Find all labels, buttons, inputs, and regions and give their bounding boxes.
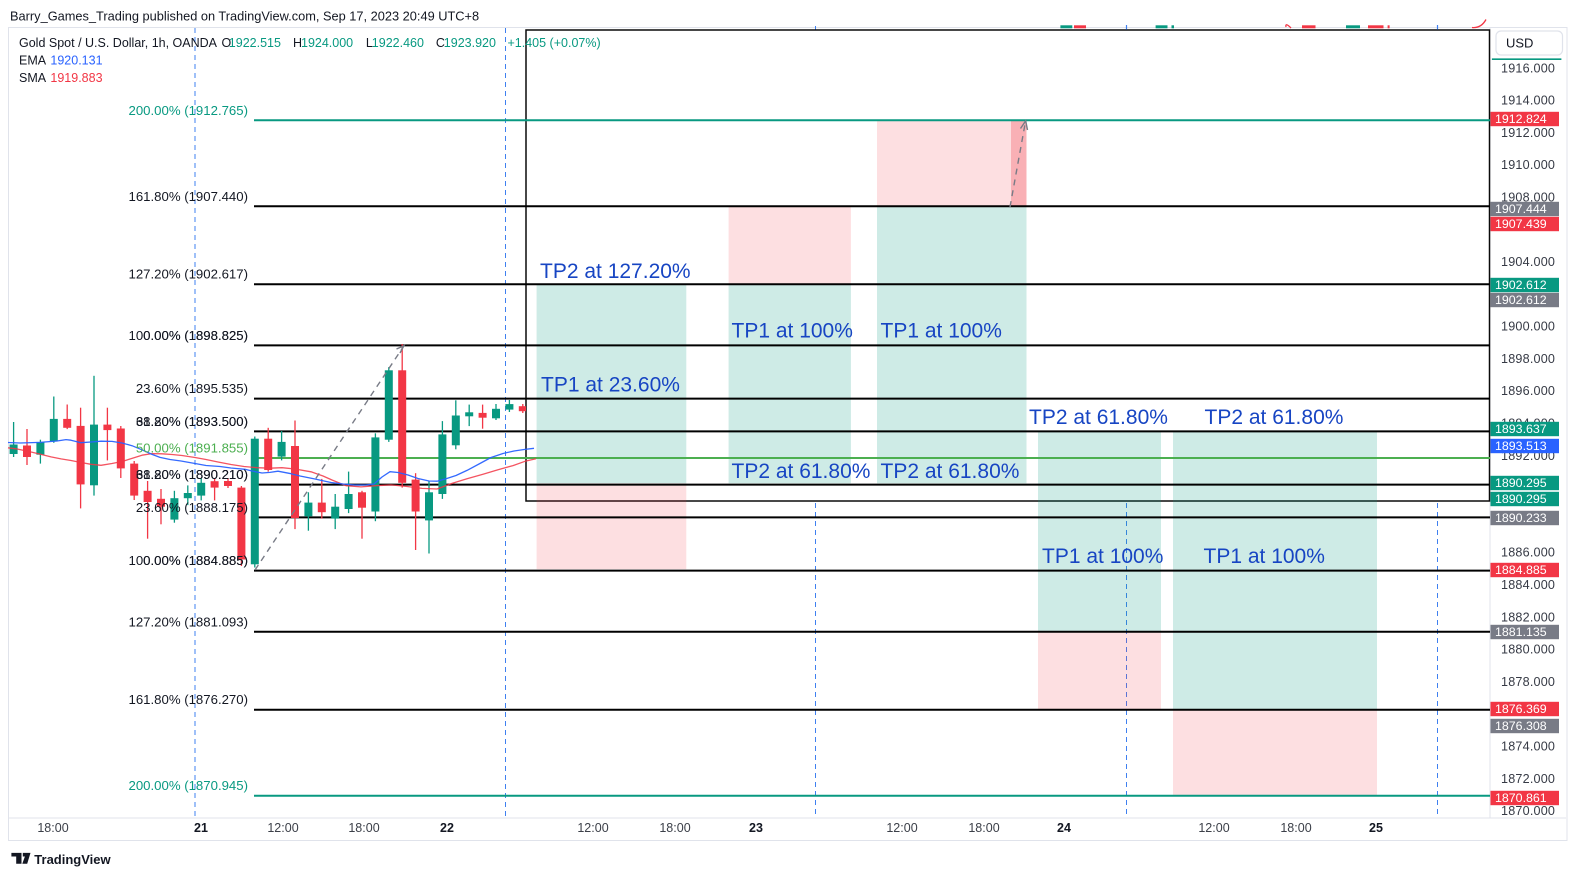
svg-text:1920.131: 1920.131 xyxy=(50,54,102,68)
svg-text:C: C xyxy=(436,36,445,50)
svg-text:1924.000: 1924.000 xyxy=(301,36,353,50)
svg-text:TP2 at 61.80%: TP2 at 61.80% xyxy=(732,460,871,483)
svg-text:1878.000: 1878.000 xyxy=(1501,675,1555,689)
svg-text:TP1 at 23.60%: TP1 at 23.60% xyxy=(541,374,680,397)
svg-text:Barry_Games_Trading published: Barry_Games_Trading published on Trading… xyxy=(10,9,479,24)
svg-text:200.00% (1912.765): 200.00% (1912.765) xyxy=(128,103,248,118)
svg-text:18:00: 18:00 xyxy=(1280,821,1311,835)
svg-text:23.60% (1888.175): 23.60% (1888.175) xyxy=(136,500,248,515)
svg-text:1914.000: 1914.000 xyxy=(1501,94,1555,108)
svg-text:1912.824: 1912.824 xyxy=(1495,112,1547,126)
svg-text:0.00% (1884.885): 0.00% (1884.885) xyxy=(143,553,248,568)
svg-text:1922.515: 1922.515 xyxy=(229,36,281,50)
svg-text:1881.135: 1881.135 xyxy=(1495,625,1547,639)
svg-text:TP2 at 127.20%: TP2 at 127.20% xyxy=(540,260,691,283)
svg-text:TP1 at 100%: TP1 at 100% xyxy=(732,320,853,343)
svg-text:18:00: 18:00 xyxy=(968,821,999,835)
svg-text:50.00% (1891.855): 50.00% (1891.855) xyxy=(136,441,248,456)
svg-text:1882.000: 1882.000 xyxy=(1501,610,1555,624)
svg-text:24: 24 xyxy=(1057,821,1071,835)
svg-text:1876.308: 1876.308 xyxy=(1495,719,1547,733)
svg-text:1902.612: 1902.612 xyxy=(1495,278,1547,292)
svg-text:1884.885: 1884.885 xyxy=(1495,563,1547,577)
svg-text:1870.000: 1870.000 xyxy=(1501,804,1555,818)
svg-text:1890.233: 1890.233 xyxy=(1495,511,1547,525)
svg-text:1890.295: 1890.295 xyxy=(1495,476,1547,490)
svg-text:TP2 at 61.80%: TP2 at 61.80% xyxy=(1029,406,1168,429)
svg-text:L: L xyxy=(366,36,373,50)
svg-text:12:00: 12:00 xyxy=(1198,821,1229,835)
svg-text:0.00% (1898.825): 0.00% (1898.825) xyxy=(143,328,248,343)
svg-text:127.20% (1881.093): 127.20% (1881.093) xyxy=(128,614,248,629)
svg-text:EMA: EMA xyxy=(19,54,47,68)
svg-text:1902.612: 1902.612 xyxy=(1495,293,1547,307)
svg-text:12:00: 12:00 xyxy=(886,821,917,835)
svg-text:1890.295: 1890.295 xyxy=(1495,492,1547,506)
svg-text:1910.000: 1910.000 xyxy=(1501,158,1555,172)
svg-text:SMA: SMA xyxy=(19,71,47,85)
svg-text:18:00: 18:00 xyxy=(348,821,379,835)
svg-text:161.80% (1907.440): 161.80% (1907.440) xyxy=(128,189,248,204)
svg-text:12:00: 12:00 xyxy=(267,821,298,835)
svg-text:O: O xyxy=(222,36,232,50)
svg-text:TP2 at 61.80%: TP2 at 61.80% xyxy=(1205,406,1344,429)
svg-text:100.00% (1898.825): 100.00% (1898.825) xyxy=(128,328,248,343)
svg-text:61.80% (1890.210): 61.80% (1890.210) xyxy=(136,467,248,482)
svg-text:TradingView: TradingView xyxy=(34,852,111,867)
svg-text:25: 25 xyxy=(1369,821,1383,835)
svg-text:H: H xyxy=(293,36,302,50)
svg-text:23: 23 xyxy=(749,821,763,835)
svg-text:TP1 at 100%: TP1 at 100% xyxy=(1204,545,1325,568)
svg-text:161.80% (1876.270): 161.80% (1876.270) xyxy=(128,692,248,707)
svg-text:1870.861: 1870.861 xyxy=(1495,791,1547,805)
svg-text:61.80% (1893.500): 61.80% (1893.500) xyxy=(136,414,248,429)
svg-text:23.60% (1895.535): 23.60% (1895.535) xyxy=(136,381,248,396)
svg-text:USD: USD xyxy=(1506,36,1533,51)
svg-text:1900.000: 1900.000 xyxy=(1501,320,1555,334)
svg-text:1872.000: 1872.000 xyxy=(1501,772,1555,786)
svg-text:18:00: 18:00 xyxy=(37,821,68,835)
svg-text:1876.369: 1876.369 xyxy=(1495,702,1547,716)
svg-text:1907.439: 1907.439 xyxy=(1495,217,1547,231)
svg-text:127.20% (1902.617): 127.20% (1902.617) xyxy=(128,267,248,282)
svg-text:22: 22 xyxy=(440,821,454,835)
svg-text:TP2 at 61.80%: TP2 at 61.80% xyxy=(881,460,1020,483)
svg-text:+1.405 (+0.07%): +1.405 (+0.07%) xyxy=(508,36,601,50)
svg-text:1898.000: 1898.000 xyxy=(1501,352,1555,366)
svg-text:Gold Spot / U.S. Dollar, 1h, O: Gold Spot / U.S. Dollar, 1h, OANDA xyxy=(19,36,218,50)
svg-text:21: 21 xyxy=(194,821,208,835)
svg-text:1912.000: 1912.000 xyxy=(1501,126,1555,140)
svg-text:1893.637: 1893.637 xyxy=(1495,422,1547,436)
svg-text:1886.000: 1886.000 xyxy=(1501,546,1555,560)
svg-text:200.00% (1870.945): 200.00% (1870.945) xyxy=(128,778,248,793)
svg-text:TP1 at 100%: TP1 at 100% xyxy=(881,320,1002,343)
svg-text:1893.513: 1893.513 xyxy=(1495,439,1547,453)
svg-text:1874.000: 1874.000 xyxy=(1501,740,1555,754)
svg-text:1884.000: 1884.000 xyxy=(1501,578,1555,592)
svg-text:1904.000: 1904.000 xyxy=(1501,255,1555,269)
svg-text:18:00: 18:00 xyxy=(659,821,690,835)
svg-text:100.00% (1884.885): 100.00% (1884.885) xyxy=(128,553,248,568)
svg-text:38.20% (1893.500): 38.20% (1893.500) xyxy=(136,414,248,429)
svg-text:1916.000: 1916.000 xyxy=(1501,62,1555,76)
svg-text:1922.460: 1922.460 xyxy=(372,36,424,50)
svg-text:38.20% (1890.210): 38.20% (1890.210) xyxy=(136,467,248,482)
svg-text:1896.000: 1896.000 xyxy=(1501,384,1555,398)
svg-text:1880.000: 1880.000 xyxy=(1501,643,1555,657)
svg-text:1923.920: 1923.920 xyxy=(444,36,496,50)
svg-text:1908.000: 1908.000 xyxy=(1501,190,1555,204)
svg-text:1907.444: 1907.444 xyxy=(1495,202,1547,216)
svg-text:TP1 at 100%: TP1 at 100% xyxy=(1042,545,1163,568)
svg-text:12:00: 12:00 xyxy=(577,821,608,835)
svg-text:1919.883: 1919.883 xyxy=(50,71,102,85)
